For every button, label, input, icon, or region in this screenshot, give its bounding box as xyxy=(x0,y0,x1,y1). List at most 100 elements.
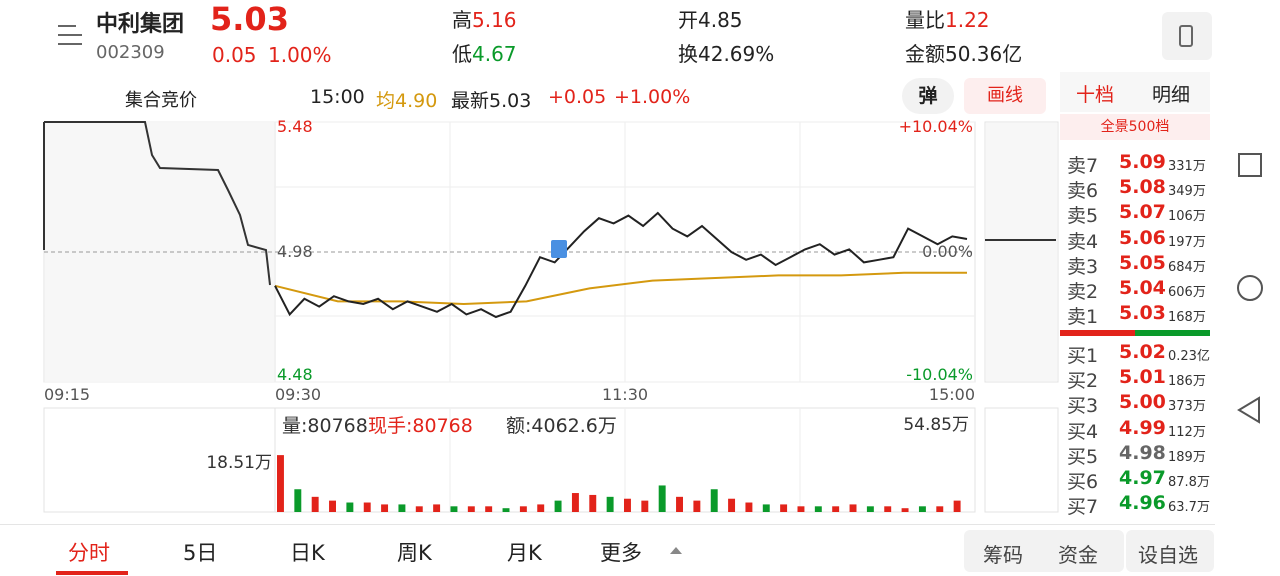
volume-bar xyxy=(849,504,857,512)
book-label: 买2 xyxy=(1067,370,1099,393)
book-vol: 0.23亿 xyxy=(1168,349,1210,364)
stat-label: 换 xyxy=(678,42,698,66)
draw-button[interactable]: 画线 xyxy=(964,78,1046,114)
latest: 最新5.03 xyxy=(451,90,532,112)
volume-bar xyxy=(728,498,736,512)
volume-bar xyxy=(641,500,649,512)
volume-mid: 18.51万 xyxy=(206,453,272,473)
y-tick-label: 4.98 xyxy=(277,242,313,261)
volume-bar xyxy=(606,496,614,512)
book-price: 5.07 xyxy=(1119,201,1166,224)
nav-home[interactable] xyxy=(1237,275,1263,301)
pct-label: 0.00% xyxy=(922,242,973,261)
stat-value: 4.85 xyxy=(698,8,743,32)
book-vol: 189万 xyxy=(1168,449,1206,465)
vol-info: 额:4062.6万 xyxy=(506,415,617,437)
side-tab[interactable]: 明细 xyxy=(1152,84,1191,106)
book-label: 买1 xyxy=(1067,345,1099,367)
book-vol: 373万 xyxy=(1168,399,1206,415)
volume-bar xyxy=(363,502,371,512)
book-vol: 349万 xyxy=(1168,184,1206,200)
stat: 低4.67 xyxy=(452,38,517,67)
avg-line xyxy=(274,271,967,306)
s-badge xyxy=(551,240,567,258)
book-divider xyxy=(1060,330,1135,336)
time-label: 15:00 xyxy=(929,385,975,404)
volume-bar xyxy=(346,502,354,512)
book-vol: 87.8万 xyxy=(1168,475,1210,490)
bottom-tab[interactable]: 周K xyxy=(397,541,432,565)
y-tick-label: 4.48 xyxy=(277,365,313,384)
popup-button[interactable]: 弹 xyxy=(902,78,954,114)
stat-label: 低 xyxy=(452,42,472,66)
book-vol: 168万 xyxy=(1168,310,1206,326)
bottom-button[interactable]: 设自选 xyxy=(1138,543,1198,567)
book-label: 卖2 xyxy=(1067,281,1099,303)
volume-bar xyxy=(762,504,770,512)
book-price: 5.04 xyxy=(1119,277,1166,299)
stat-value: 50.36亿 xyxy=(945,42,1023,66)
volume-bar xyxy=(415,506,423,512)
volume-bar xyxy=(571,493,579,512)
device-button[interactable] xyxy=(1162,12,1212,60)
side-tab-bar xyxy=(1060,72,1210,112)
book-vol: 63.7万 xyxy=(1168,500,1210,516)
volume-bar xyxy=(884,506,892,512)
book-price: 4.97 xyxy=(1119,467,1166,489)
info-pct: +1.00% xyxy=(614,86,691,108)
side-tab[interactable]: 十档 xyxy=(1076,84,1115,106)
volume-bar xyxy=(780,504,788,512)
nav-back[interactable] xyxy=(1237,396,1260,424)
volume-bar xyxy=(277,455,284,512)
avg: 均4.90 xyxy=(376,90,438,112)
panel-frame xyxy=(984,407,1059,513)
book-price: 4.98 xyxy=(1119,441,1166,464)
stat: 量比1.22 xyxy=(905,4,990,33)
pct-label: +10.04% xyxy=(899,117,973,136)
info-change: +0.05 xyxy=(548,86,607,108)
nav-recent[interactable] xyxy=(1238,153,1262,177)
price-line xyxy=(274,211,968,319)
volume-bar xyxy=(294,489,302,512)
book-divider xyxy=(1135,330,1210,336)
volume-bar xyxy=(502,508,510,512)
volume-bar xyxy=(710,489,718,512)
phase: 集合竞价 xyxy=(125,90,197,111)
time: 15:00 xyxy=(310,86,365,108)
menu-icon[interactable] xyxy=(56,22,84,48)
book-label: 卖7 xyxy=(1067,155,1099,177)
vol-info: 现手:80768 xyxy=(368,415,473,437)
bottom-button[interactable]: 资金 xyxy=(1058,543,1098,567)
book-label: 卖5 xyxy=(1067,205,1099,228)
volume-bar xyxy=(381,504,389,512)
panorama[interactable]: 全景500档 xyxy=(1060,114,1210,140)
book-price: 4.99 xyxy=(1119,416,1166,439)
bottom-tab[interactable]: 更多 xyxy=(600,541,642,565)
stat: 高5.16 xyxy=(452,4,517,33)
stat-value: 1.22 xyxy=(945,8,990,32)
book-vol: 331万 xyxy=(1168,159,1206,174)
bottom-tab[interactable]: 5日 xyxy=(183,541,218,565)
volume-bar xyxy=(450,506,458,512)
volume-bar xyxy=(519,506,527,512)
more-arrow xyxy=(670,547,682,554)
nav-bar xyxy=(1237,153,1263,424)
y-tick-label: 5.48 xyxy=(277,117,313,136)
book-price: 5.00 xyxy=(1119,391,1166,414)
volume-bar xyxy=(658,485,666,512)
chart: 4.48 -10.04% 4.98 0.00% 5.48 +10.04% 09:15 09:3… xyxy=(43,117,1059,513)
bottom-tab[interactable]: 日K xyxy=(290,541,325,565)
volume-bar xyxy=(901,508,909,512)
volume-bar xyxy=(918,506,926,512)
book-price: 5.03 xyxy=(1119,302,1166,325)
book-price: 5.01 xyxy=(1119,366,1166,389)
change-pct: 1.00% xyxy=(268,43,332,67)
bottom-button[interactable]: 筹码 xyxy=(983,543,1023,567)
bottom-tab[interactable]: 月K xyxy=(507,541,542,565)
bottom-tab[interactable]: 分时 xyxy=(68,541,110,565)
book-price: 5.02 xyxy=(1119,341,1166,363)
volume-bar xyxy=(554,500,562,512)
book-label: 买6 xyxy=(1067,471,1099,493)
stat: 金额50.36亿 xyxy=(905,38,1022,67)
